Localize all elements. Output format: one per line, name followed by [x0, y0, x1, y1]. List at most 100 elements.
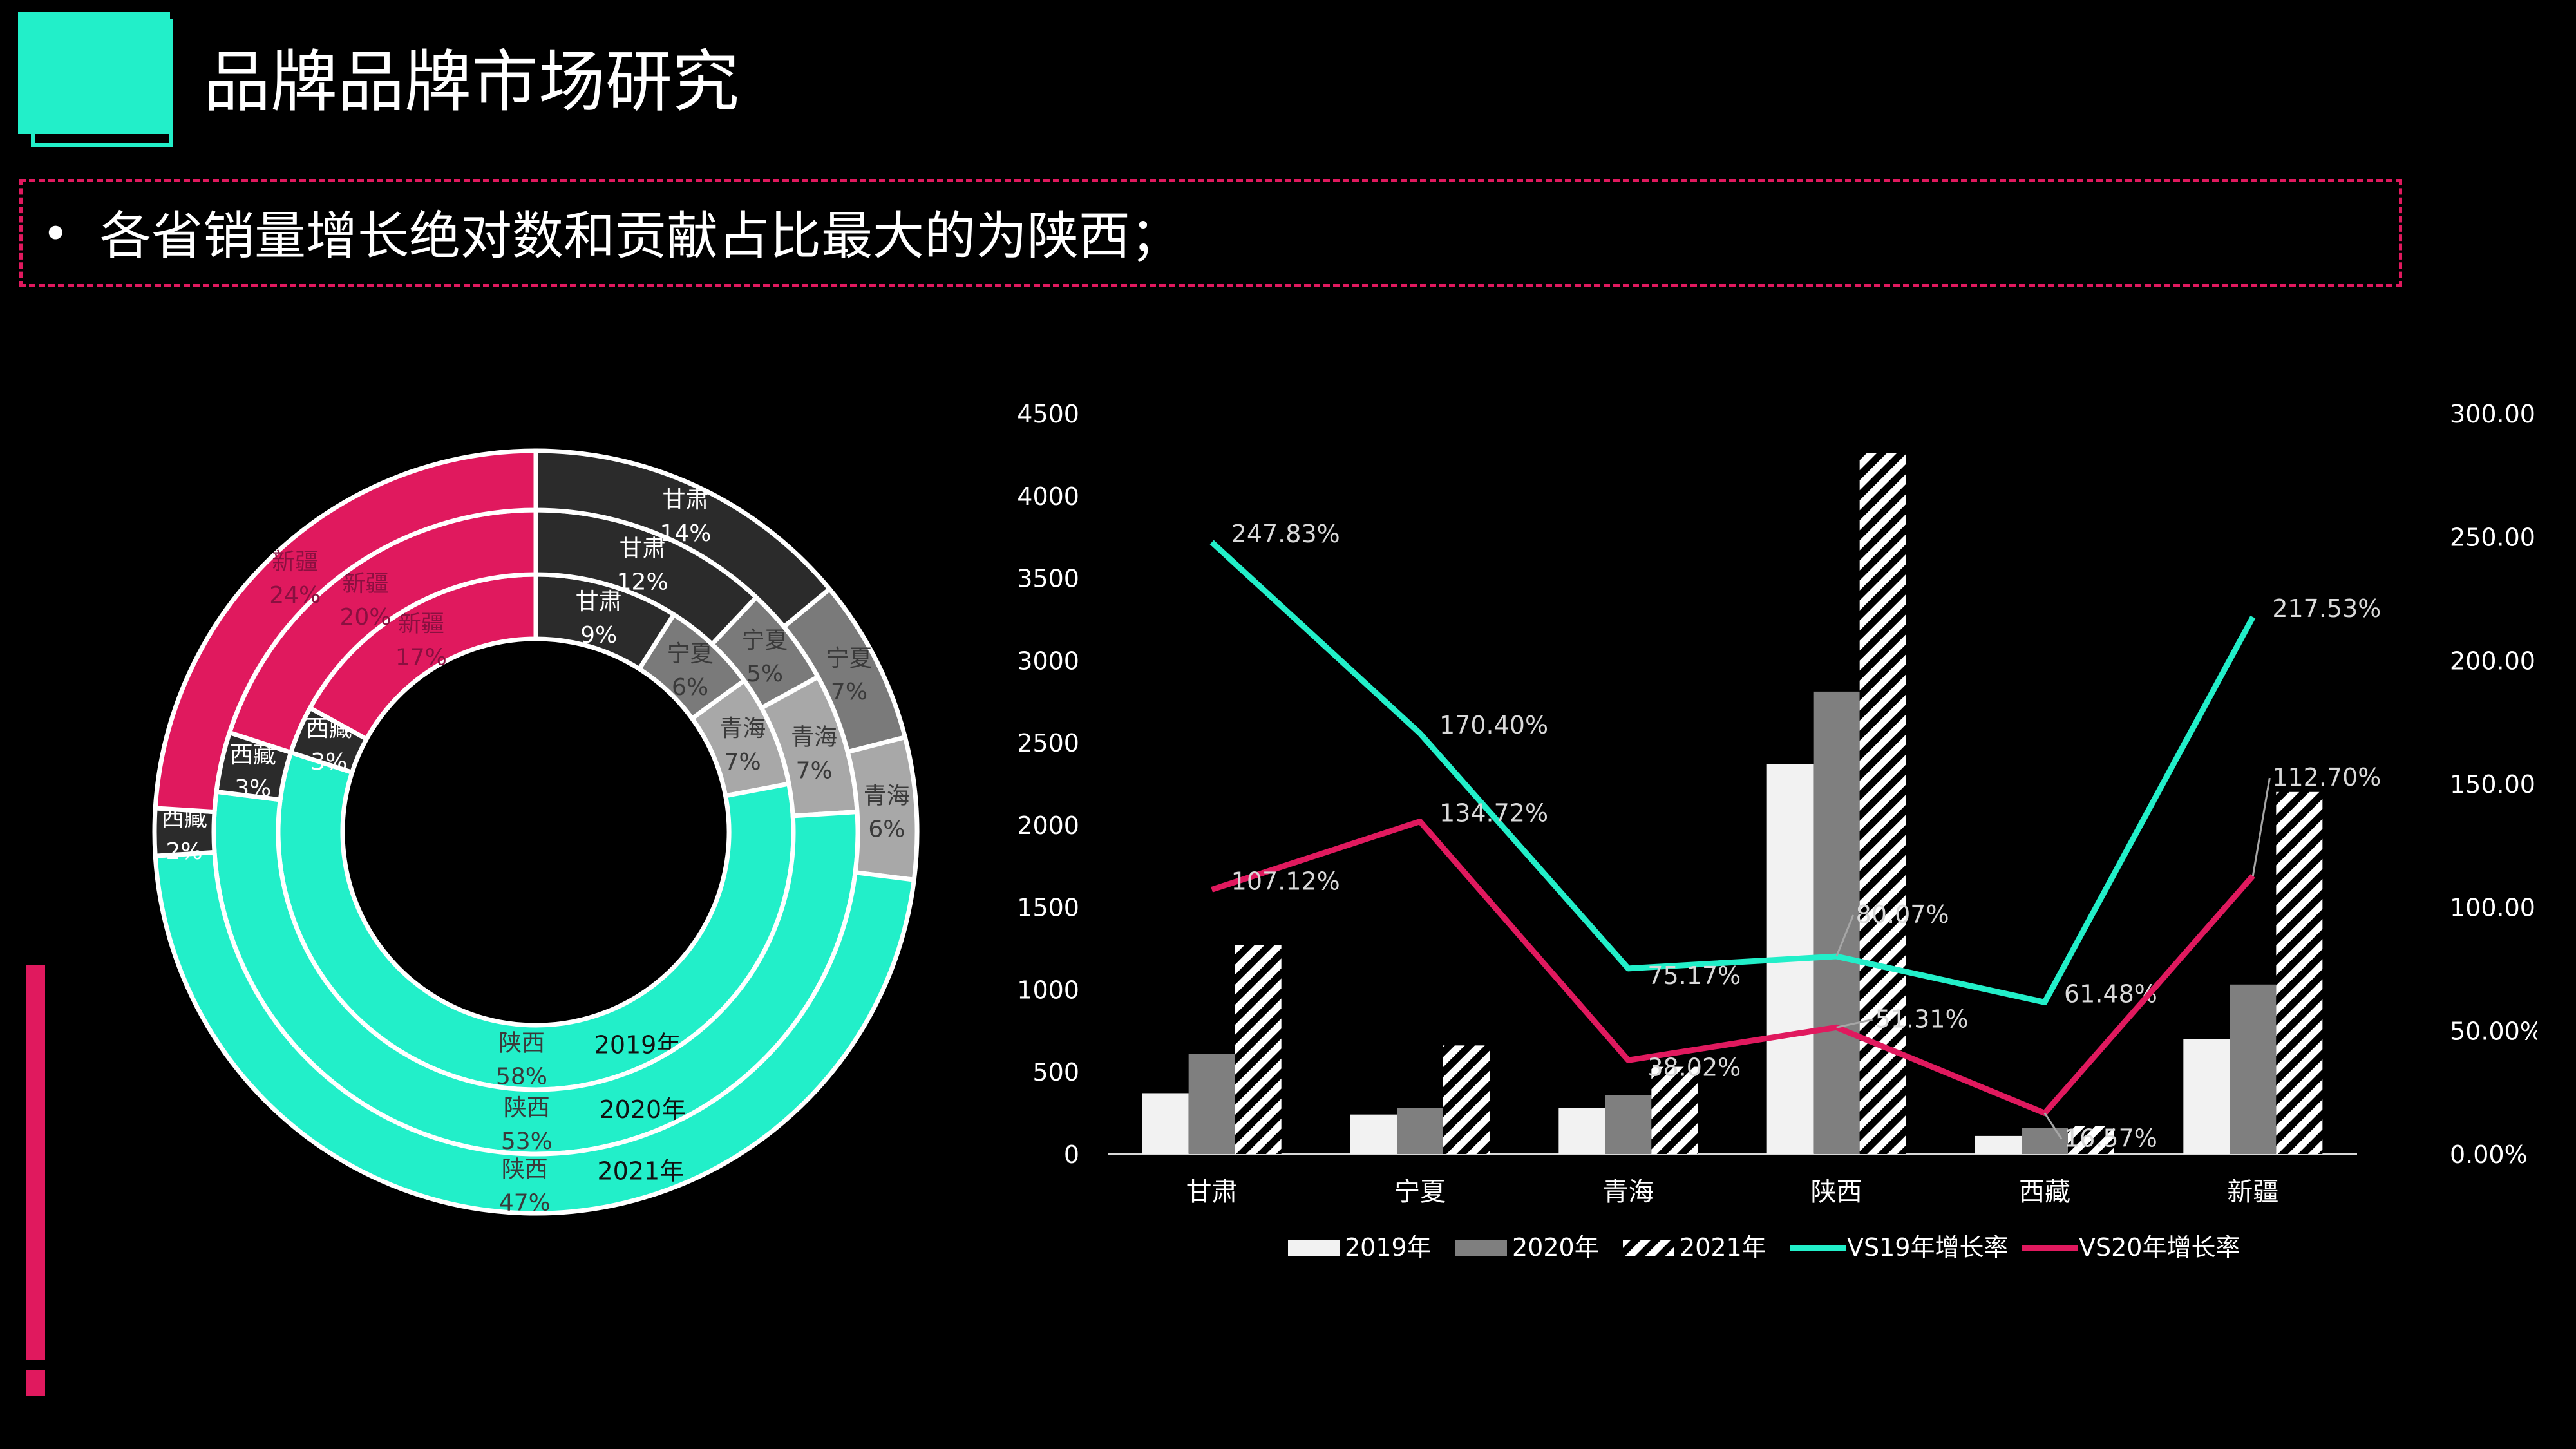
note-box: • 各省销量增长绝对数和贡献占比最大的为陕西； [19, 179, 2402, 287]
line-data-label: 16.57% [2064, 1124, 2157, 1152]
donut-ring-year-label: 2021年 [597, 1157, 684, 1186]
combo-chart: 0 500 1000 1500 2000 2500 3000 3500 4000 4500 0.00… [1017, 400, 2537, 1262]
bar [2022, 1128, 2068, 1154]
donut-slice-pct: 9% [580, 622, 617, 649]
donut-slice-pct: 12% [617, 569, 668, 596]
donut-slice-pct: 58% [496, 1063, 547, 1090]
donut-slice-pct: 17% [395, 645, 447, 671]
legend-label: 2021年 [1680, 1233, 1766, 1262]
donut-slice-pct: 53% [501, 1128, 553, 1155]
x-tick-label: 甘肃 [1186, 1177, 1238, 1207]
y-left-tick-label: 4500 [1017, 400, 1079, 428]
page-title: 品牌品牌市场研究 [204, 43, 740, 121]
line-data-label: 75.17% [1647, 961, 1741, 990]
leader-line [2043, 1112, 2063, 1140]
line-data-label: 112.70% [2272, 763, 2381, 791]
bar [2230, 984, 2277, 1154]
line-data-label: 217.53% [2272, 594, 2381, 623]
donut-slice-pct: 3% [310, 749, 347, 775]
donut-slice-pct: 7% [831, 679, 867, 705]
note-text: 各省销量增长绝对数和贡献占比最大的为陕西； [100, 206, 1182, 266]
donut-slice-pct: 7% [796, 757, 833, 784]
y-left-tick-label: 500 [1032, 1058, 1079, 1086]
line-data-label: 107.12% [1231, 867, 1340, 895]
donut-slice-name: 宁夏 [667, 641, 714, 667]
y-right-tick-label: 50.00% [2450, 1017, 2537, 1045]
donut-slice-name: 甘肃 [576, 589, 622, 615]
line-series [1209, 540, 2256, 1005]
donut-slice-name: 宁夏 [742, 627, 788, 654]
title-logo-block [18, 12, 170, 134]
bar [2276, 791, 2323, 1154]
donut-slice [153, 448, 538, 815]
y-left-tick-label: 3500 [1017, 565, 1079, 593]
donut-slice-name: 陕西 [502, 1157, 548, 1183]
bar [1975, 1135, 2022, 1154]
leader-line [1836, 1018, 1873, 1028]
accent-side-gap [26, 1360, 45, 1370]
donut-slice-name: 陕西 [498, 1030, 545, 1056]
bar [2183, 1039, 2230, 1154]
donut-chart: 甘肃9%宁夏6%青海7%陕西58%2019年西藏3%新疆17%甘肃12%宁夏5%… [152, 448, 920, 1217]
accent-side-bar [26, 965, 45, 1368]
line-series [1211, 819, 2255, 1116]
bar [1443, 1045, 1490, 1154]
x-tick-label: 青海 [1602, 1177, 1654, 1207]
donut-slice-name: 青海 [791, 724, 837, 750]
y-right-tick-label: 100.00% [2450, 894, 2537, 922]
y-left-tick-label: 2000 [1017, 811, 1079, 840]
bar [2068, 1126, 2114, 1154]
line-data-label: 247.83% [1231, 520, 1340, 548]
donut-slice-name: 青海 [719, 715, 766, 742]
legend-swatch [1288, 1240, 1340, 1256]
line-data-label: 80.07% [1856, 900, 1949, 929]
donut-slice-pct: 47% [499, 1190, 551, 1217]
line-data-label: 38.02% [1647, 1053, 1741, 1081]
y-right-tick-label: 150.00% [2450, 770, 2537, 799]
donut-slice [153, 849, 917, 1216]
y-right-tick-label: 200.00% [2450, 647, 2537, 675]
bar [1558, 1108, 1605, 1154]
x-tick-label: 宁夏 [1394, 1177, 1446, 1207]
y-left-tick-label: 4000 [1017, 482, 1079, 511]
donut-slice-name: 陕西 [504, 1095, 550, 1121]
donut-slice-pct: 20% [339, 604, 391, 630]
legend-label: 2019年 [1345, 1233, 1432, 1262]
note-bullet: • [42, 207, 70, 261]
donut-slice-pct: 7% [724, 749, 761, 775]
bar [1651, 1066, 1698, 1154]
y-left-tick-label: 1000 [1017, 976, 1079, 1004]
bar [1188, 1054, 1235, 1154]
donut-slice-name: 新疆 [272, 549, 318, 575]
y-left-tick-label: 2500 [1017, 729, 1079, 757]
donut-slice-pct: 6% [868, 817, 905, 843]
legend-label: VS19年增长率 [1847, 1233, 2008, 1262]
donut-slice-pct: 24% [269, 582, 321, 609]
donut-slice-name: 宁夏 [826, 645, 872, 672]
donut-ring-year-label: 2020年 [600, 1095, 687, 1124]
donut-slice-name: 甘肃 [620, 536, 666, 562]
legend-label: 2020年 [1512, 1233, 1599, 1262]
bar [1813, 691, 1860, 1154]
bar [1235, 945, 1282, 1154]
bar [1397, 1108, 1443, 1154]
line-data-label: 134.72% [1439, 799, 1548, 828]
line-data-label: 170.40% [1439, 711, 1548, 739]
x-tick-label: 陕西 [1811, 1177, 1862, 1207]
x-tick-label: 西藏 [2019, 1177, 2070, 1207]
donut-slice-name: 新疆 [342, 571, 388, 597]
y-left-tick-label: 0 [1064, 1141, 1079, 1169]
donut-slice-name: 新疆 [398, 611, 444, 638]
donut-slice-pct: 3% [234, 775, 271, 802]
accent-side-dot [26, 1370, 45, 1396]
donut-slice-name: 甘肃 [662, 487, 708, 513]
bar [1350, 1114, 1397, 1154]
leader-line [1835, 914, 1855, 957]
donut-slice-name: 青海 [864, 783, 910, 810]
y-right-tick-label: 0.00% [2450, 1141, 2528, 1169]
y-right-tick-label: 250.00% [2450, 524, 2537, 552]
donut-slice-pct: 5% [746, 661, 783, 687]
y-left-tick-label: 3000 [1017, 647, 1079, 675]
legend-swatch [1455, 1240, 1507, 1256]
donut-slice-pct: 6% [672, 674, 708, 701]
